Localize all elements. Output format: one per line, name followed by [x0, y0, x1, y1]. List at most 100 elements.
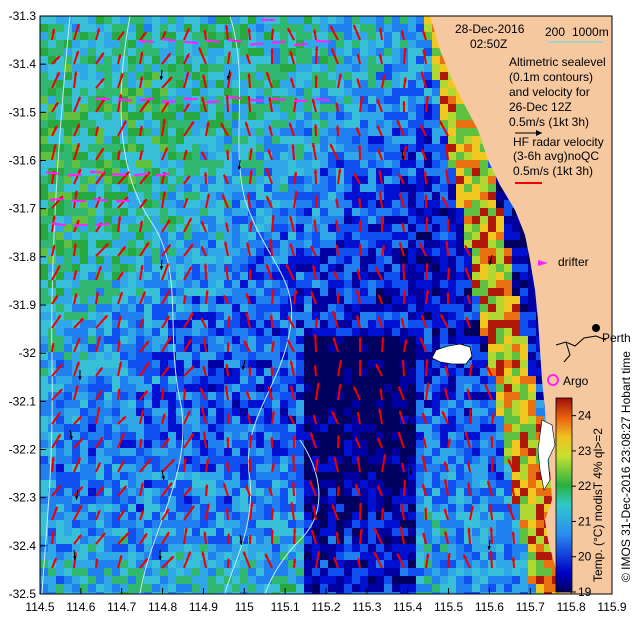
sst-cell — [280, 152, 288, 160]
sst-cell — [96, 392, 104, 400]
sst-cell — [40, 48, 48, 56]
sst-cell — [200, 216, 208, 224]
sst-cell — [200, 160, 208, 168]
sst-cell — [280, 88, 288, 96]
sst-cell — [416, 408, 424, 416]
sst-cell — [440, 288, 448, 296]
sst-cell — [320, 40, 328, 48]
sst-cell — [80, 144, 88, 152]
sst-cell — [280, 368, 288, 376]
sst-cell — [496, 560, 504, 568]
sst-cell — [296, 200, 304, 208]
sst-cell — [296, 416, 304, 424]
sst-cell — [344, 264, 352, 272]
sst-cell — [192, 456, 200, 464]
sst-cell — [344, 96, 352, 104]
sst-cell — [224, 456, 232, 464]
sst-cell — [272, 544, 280, 552]
sst-cell — [304, 96, 312, 104]
sst-cell — [448, 456, 456, 464]
sst-cell — [360, 344, 368, 352]
sst-cell — [432, 296, 440, 304]
sst-cell — [272, 528, 280, 536]
sst-cell — [152, 24, 160, 32]
sst-cell — [328, 512, 336, 520]
sst-cell — [256, 152, 264, 160]
sst-cell — [328, 152, 336, 160]
sst-cell — [248, 528, 256, 536]
sst-cell — [416, 272, 424, 280]
sst-cell — [296, 352, 304, 360]
sst-cell — [112, 432, 120, 440]
sst-cell — [320, 480, 328, 488]
sst-cell — [176, 272, 184, 280]
sst-cell — [136, 312, 144, 320]
sst-cell — [416, 248, 424, 256]
sst-cell — [416, 232, 424, 240]
sst-cell — [48, 528, 56, 536]
sst-cell — [120, 280, 128, 288]
sst-cell — [416, 312, 424, 320]
sst-cell — [376, 144, 384, 152]
sst-cell — [528, 328, 536, 336]
sst-cell — [328, 272, 336, 280]
sst-cell — [256, 456, 264, 464]
sst-cell — [224, 488, 232, 496]
sst-cell — [240, 440, 248, 448]
sst-cell — [216, 16, 224, 24]
sst-cell — [360, 496, 368, 504]
sst-cell — [400, 304, 408, 312]
sst-cell — [384, 360, 392, 368]
sst-cell — [408, 472, 416, 480]
sst-cell — [328, 232, 336, 240]
sst-cell — [184, 544, 192, 552]
sst-cell — [384, 144, 392, 152]
sst-cell — [232, 248, 240, 256]
sst-cell — [336, 320, 344, 328]
sst-cell — [160, 352, 168, 360]
sst-cell — [384, 432, 392, 440]
sst-cell — [256, 136, 264, 144]
sst-cell — [72, 520, 80, 528]
sst-cell — [248, 288, 256, 296]
sst-cell — [152, 280, 160, 288]
sst-cell — [496, 456, 504, 464]
sst-cell — [240, 40, 248, 48]
sst-cell — [344, 440, 352, 448]
sst-cell — [112, 304, 120, 312]
sst-cell — [376, 88, 384, 96]
sst-cell — [432, 144, 440, 152]
sst-cell — [48, 192, 56, 200]
sst-cell — [432, 200, 440, 208]
sst-cell — [328, 208, 336, 216]
sst-cell — [368, 456, 376, 464]
sst-cell — [264, 480, 272, 488]
sst-cell — [344, 368, 352, 376]
sst-cell — [120, 392, 128, 400]
sst-cell — [144, 432, 152, 440]
sst-cell — [168, 280, 176, 288]
sst-cell — [184, 520, 192, 528]
sst-cell — [136, 544, 144, 552]
sst-cell — [512, 504, 520, 512]
sst-cell — [64, 288, 72, 296]
sst-cell — [248, 408, 256, 416]
sst-cell — [168, 312, 176, 320]
sst-cell — [80, 480, 88, 488]
sst-cell — [136, 280, 144, 288]
sst-cell — [384, 184, 392, 192]
sst-cell — [400, 472, 408, 480]
sst-cell — [408, 512, 416, 520]
sst-cell — [112, 560, 120, 568]
sst-cell — [480, 368, 488, 376]
sst-cell — [368, 248, 376, 256]
sst-cell — [208, 120, 216, 128]
sst-cell — [200, 208, 208, 216]
sst-cell — [56, 520, 64, 528]
sst-cell — [208, 288, 216, 296]
sst-cell — [504, 272, 512, 280]
sst-cell — [200, 256, 208, 264]
sst-cell — [344, 144, 352, 152]
sst-cell — [304, 464, 312, 472]
sst-cell — [496, 360, 504, 368]
